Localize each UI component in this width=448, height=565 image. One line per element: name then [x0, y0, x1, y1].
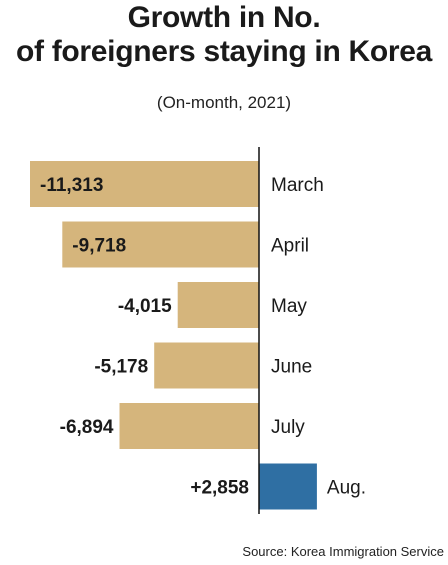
chart-subtitle: (On-month, 2021)	[156, 93, 292, 112]
value-label-july: -6,894	[60, 417, 114, 438]
source-note: Source: Korea Immigration Service	[242, 544, 444, 559]
category-label-march: March	[271, 175, 324, 196]
value-label-april: -9,718	[72, 236, 126, 257]
bar-may	[177, 282, 259, 328]
bar-july	[119, 403, 259, 449]
category-label-july: July	[271, 417, 305, 438]
value-label-may: -4,015	[118, 296, 172, 317]
bar-march	[30, 161, 259, 207]
bar-april	[62, 221, 259, 268]
category-label-april: April	[271, 236, 309, 257]
category-label-may: May	[271, 296, 307, 317]
value-label-june: -5,178	[94, 357, 148, 378]
value-label-aug: +2,858	[190, 478, 249, 499]
bar-aug	[259, 463, 317, 510]
category-label-aug: Aug.	[327, 478, 366, 499]
chart-title-line-2: of foreigners staying in Korea	[15, 35, 433, 68]
category-label-june: June	[271, 357, 312, 378]
bar-june	[154, 342, 259, 389]
value-label-march: -11,313	[40, 175, 103, 196]
chart-title-line-1: Growth in No.	[127, 1, 321, 34]
